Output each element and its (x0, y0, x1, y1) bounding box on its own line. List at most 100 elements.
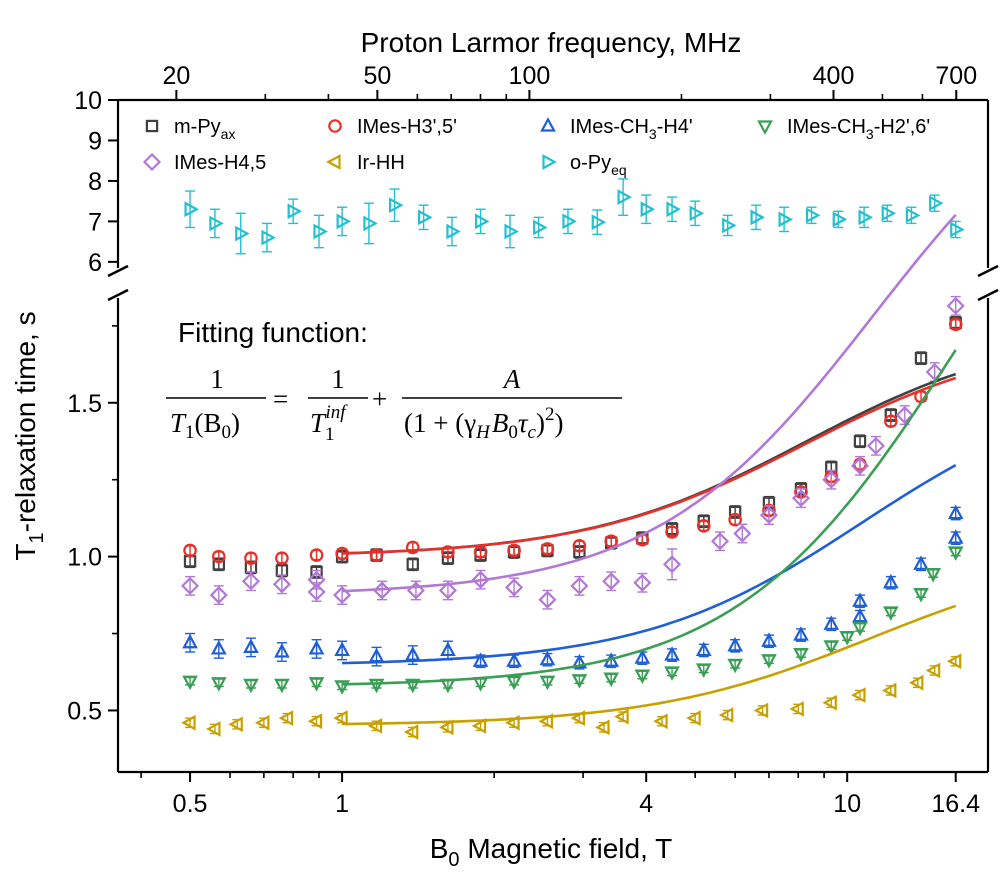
data-point (664, 646, 680, 661)
legend-label-main: m-Py (174, 116, 221, 138)
data-point (895, 406, 914, 425)
data-point (614, 708, 629, 725)
series-2 (182, 504, 964, 670)
data-point (278, 710, 294, 726)
data-point (761, 632, 777, 647)
data-point (603, 672, 620, 688)
legend-label-sub: ax (221, 126, 236, 142)
data-point (471, 718, 487, 734)
x-axis-title-main: B (430, 833, 449, 864)
data-point (633, 573, 652, 592)
y-upper-tick-label: 8 (88, 168, 102, 196)
legend-label-tail: -H4' (657, 116, 693, 138)
data-point (823, 640, 840, 655)
data-point (244, 551, 258, 565)
series-5 (181, 653, 962, 740)
data-point (307, 713, 323, 730)
data-point (929, 195, 944, 212)
data-point (882, 606, 899, 621)
formula-a-den: (1 + (γHB0τc)2) (404, 404, 563, 443)
data-point (272, 575, 291, 594)
data-point (440, 641, 456, 657)
formula-t1inf-den: T1inf (310, 402, 348, 445)
formula-lhs-den-close: ) (231, 408, 240, 438)
data-point (472, 652, 489, 667)
data-point (210, 677, 227, 692)
data-point (308, 677, 325, 692)
legend-marker (145, 119, 159, 133)
data-point (441, 545, 455, 559)
legend-label-main: IMes-CH (787, 116, 866, 138)
formula-t1inf-t: T (310, 408, 327, 438)
top-x-tick-label: 100 (509, 62, 551, 90)
formula-den-sub-0: 0 (508, 422, 518, 443)
data-point (446, 223, 461, 240)
data-point (591, 214, 607, 231)
series-6 (184, 178, 965, 255)
top-x-tick-label: 400 (813, 62, 855, 90)
x-tick-label: 10 (833, 790, 861, 818)
data-point (405, 540, 420, 555)
legend-marker (542, 154, 557, 170)
y-axis-title-rest: -relaxation time, s (10, 311, 41, 532)
data-point (313, 223, 328, 240)
data-point (634, 649, 651, 664)
legend-entry-5: Ir-HH (326, 152, 405, 174)
legend-marker (540, 117, 556, 132)
data-point (504, 223, 519, 240)
data-point (722, 217, 737, 234)
fit-curve-1 (342, 376, 957, 555)
fit-curve-3 (342, 349, 957, 686)
top-x-tick-label: 700 (935, 62, 977, 90)
y-lower-tick-label: 1.0 (67, 544, 102, 572)
y-axis-title: T1-relaxation time, s (10, 311, 48, 560)
data-point (914, 351, 928, 365)
axis-break-right-a (977, 264, 999, 278)
data-point (946, 653, 962, 670)
fit-curve-4 (342, 213, 957, 593)
data-point (853, 435, 867, 448)
data-point (539, 650, 556, 666)
data-point (823, 615, 840, 630)
data-point (908, 674, 924, 691)
data-point (538, 590, 557, 609)
legend-marker (326, 154, 341, 170)
data-point (793, 626, 809, 641)
data-point (925, 662, 941, 679)
legend-label-sub: 3 (649, 126, 657, 142)
data-point (695, 641, 712, 657)
formula-den-c: τ (518, 408, 529, 438)
formula-plus: + (372, 384, 387, 414)
legend-label: IMes-H3',5' (357, 116, 457, 138)
formula-lhs-den-arg-sub: 0 (222, 422, 232, 443)
legend-label-main: IMes-CH (570, 116, 649, 138)
data-point (881, 205, 897, 222)
top-x-axis-title: Proton Larmor frequency, MHz (361, 27, 742, 58)
data-point (882, 573, 899, 589)
data-point (761, 654, 777, 669)
legend-label: IMes-H4,5 (174, 152, 266, 174)
data-point (212, 549, 226, 564)
formula-lhs-den-sub: 1 (185, 422, 195, 443)
data-point (308, 640, 325, 655)
formula-den-d: ) (536, 408, 545, 438)
data-point (506, 675, 522, 691)
formula-lhs-den: T1(B0) (170, 408, 240, 443)
x-tick-label: 1 (335, 790, 349, 818)
data-point (333, 710, 348, 726)
legend-label-tail: -H2',6' (874, 116, 931, 138)
data-point (789, 701, 804, 717)
data-point (664, 666, 680, 681)
data-point (881, 682, 897, 699)
data-point (805, 207, 821, 224)
data-point (604, 534, 619, 549)
data-point (404, 678, 421, 694)
series-3 (182, 546, 964, 695)
data-point (791, 489, 811, 508)
data-point (333, 586, 352, 605)
legend-label-sub: 3 (866, 126, 874, 142)
y-lower-tick-label: 1.5 (67, 390, 102, 418)
data-point (241, 572, 261, 591)
data-point (718, 707, 734, 723)
data-point (617, 189, 633, 205)
